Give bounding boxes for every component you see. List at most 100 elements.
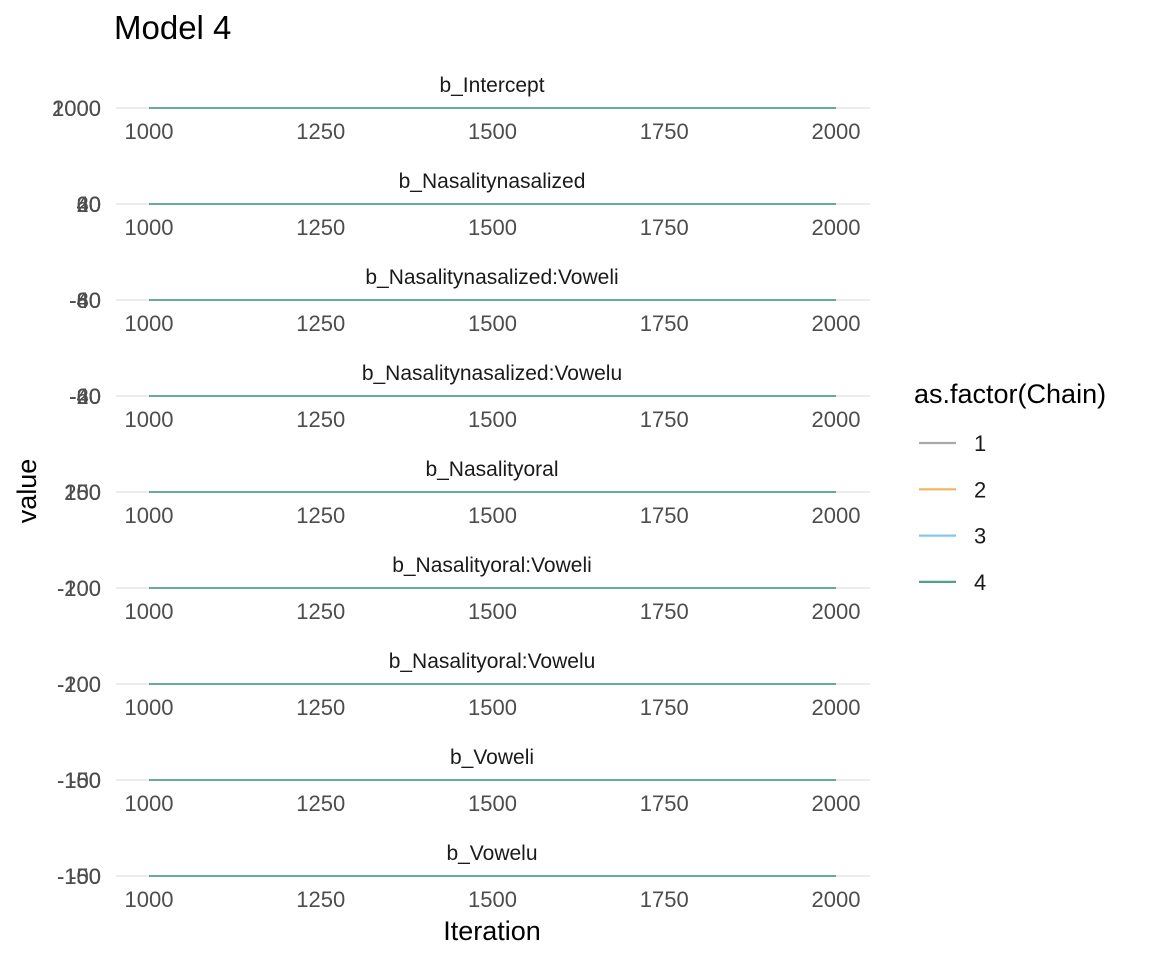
x-tick-label: 1250 (296, 215, 345, 240)
x-tick-label: 2000 (812, 503, 861, 528)
x-tick-label: 1500 (468, 407, 517, 432)
facet-strip-label: b_Nasalitynasalized (399, 170, 586, 193)
x-tick-label: 1000 (125, 311, 174, 336)
facet-panel: b_Nasalityoral:Vowelu -200-100 1000 1250 150… (57, 650, 870, 720)
y-axis-title: value (12, 459, 42, 524)
x-tick-label: 1500 (468, 791, 517, 816)
y-tick-label: 200 (64, 480, 101, 505)
x-tick-label: 1000 (125, 791, 174, 816)
x-tick-label: 1250 (296, 311, 345, 336)
x-tick-label: 1000 (125, 503, 174, 528)
legend-label: 2 (974, 477, 986, 502)
legend-item: 3 (919, 524, 986, 549)
facet-strip-label: b_Nasalityoral:Voweli (392, 554, 592, 577)
y-tick-label: 60 (77, 192, 101, 217)
x-tick-label: 1250 (296, 791, 345, 816)
y-tick-label: 0 (89, 192, 101, 217)
y-tick-label: -200 (57, 672, 101, 697)
legend-item: 4 (919, 570, 986, 595)
y-tick-label: 2000 (52, 96, 101, 121)
x-tick-label: 1750 (640, 503, 689, 528)
y-tick-label: 250 (64, 480, 101, 505)
x-tick-label: 1750 (640, 599, 689, 624)
y-tick-label: -60 (69, 288, 101, 313)
facet-strip-label: b_Nasalitynasalized:Vowelu (362, 362, 622, 385)
x-tick-label: 1500 (468, 311, 517, 336)
x-tick-label: 2000 (812, 887, 861, 912)
y-tick-label: 0 (89, 384, 101, 409)
y-tick-label: 20 (77, 192, 101, 217)
y-tick-label: -20 (69, 384, 101, 409)
legend-title: as.factor(Chain) (914, 379, 1106, 409)
facet-strip-label: b_Intercept (439, 74, 544, 97)
x-tick-label: 1000 (125, 599, 174, 624)
x-tick-label: 1750 (640, 407, 689, 432)
y-tick-label: -100 (57, 576, 101, 601)
facet-strip-label: b_Nasalitynasalized:Voweli (365, 266, 618, 289)
y-tick-label: 1000 (52, 96, 101, 121)
x-tick-label: 2000 (812, 119, 861, 144)
facet-panel: b_Voweli -150-100-50 1000 1250 1500 1750 2000 (57, 746, 870, 816)
x-tick-label: 1250 (296, 695, 345, 720)
x-tick-label: 1000 (125, 407, 174, 432)
legend-items: 1 2 3 4 (919, 431, 986, 595)
x-tick-label: 2000 (812, 695, 861, 720)
x-tick-label: 1750 (640, 119, 689, 144)
x-tick-label: 1250 (296, 407, 345, 432)
y-tick-label: -150 (57, 768, 101, 793)
y-tick-label: -80 (69, 288, 101, 313)
x-tick-label: 1500 (468, 599, 517, 624)
legend-label: 3 (974, 524, 986, 549)
x-tick-label: 2000 (812, 215, 861, 240)
y-tick-label: -100 (57, 672, 101, 697)
x-tick-label: 1000 (125, 887, 174, 912)
y-tick-label: -150 (57, 864, 101, 889)
facet-panel: b_Nasalitynasalized:Voweli -80-60-40 1000 1… (69, 266, 870, 336)
y-tick-label: 150 (64, 480, 101, 505)
x-tick-label: 2000 (812, 599, 861, 624)
facet-strip-label: b_Nasalityoral (425, 458, 558, 481)
x-tick-label: 1500 (468, 215, 517, 240)
legend: as.factor(Chain) 1 2 3 4 (914, 379, 1106, 595)
legend-item: 2 (919, 477, 986, 502)
x-tick-label: 1750 (640, 695, 689, 720)
facet-panel: b_Vowelu -150-100-50 1000 1250 1500 1750 2000 (57, 842, 870, 912)
x-tick-label: 1750 (640, 887, 689, 912)
x-tick-label: 2000 (812, 791, 861, 816)
y-tick-label: -40 (69, 288, 101, 313)
x-tick-label: 1000 (125, 695, 174, 720)
x-tick-label: 1250 (296, 119, 345, 144)
x-tick-label: 1000 (125, 119, 174, 144)
x-tick-label: 1250 (296, 503, 345, 528)
x-tick-label: 1250 (296, 599, 345, 624)
x-tick-label: 1500 (468, 695, 517, 720)
y-tick-label: -50 (69, 864, 101, 889)
x-tick-label: 1000 (125, 215, 174, 240)
y-tick-label: -50 (69, 768, 101, 793)
x-tick-label: 2000 (812, 311, 861, 336)
y-tick-label: -100 (57, 864, 101, 889)
facet-strip-label: b_Nasalityoral:Vowelu (389, 650, 596, 673)
y-tick-label: -200 (57, 576, 101, 601)
x-tick-label: 1750 (640, 215, 689, 240)
y-tick-label: 40 (77, 192, 101, 217)
x-tick-label: 1750 (640, 311, 689, 336)
y-tick-label: -100 (57, 768, 101, 793)
legend-item: 1 (919, 431, 986, 456)
chart-title: Model 4 (114, 9, 231, 46)
x-tick-label: 1500 (468, 503, 517, 528)
facet-panel: b_Nasalityoral:Voweli -200-100 1000 1250 150… (57, 554, 870, 624)
x-tick-label: 1500 (468, 887, 517, 912)
y-tick-label: -40 (69, 384, 101, 409)
x-tick-label: 1250 (296, 887, 345, 912)
y-tick-label: -60 (69, 384, 101, 409)
x-axis-title: Iteration (443, 916, 541, 946)
facet-strip-label: b_Voweli (450, 746, 534, 769)
legend-label: 1 (974, 431, 986, 456)
facet-panel: b_Nasalitynasalized:Vowelu -60-40-200 1000… (69, 362, 870, 432)
facet-strip-label: b_Vowelu (446, 842, 537, 865)
